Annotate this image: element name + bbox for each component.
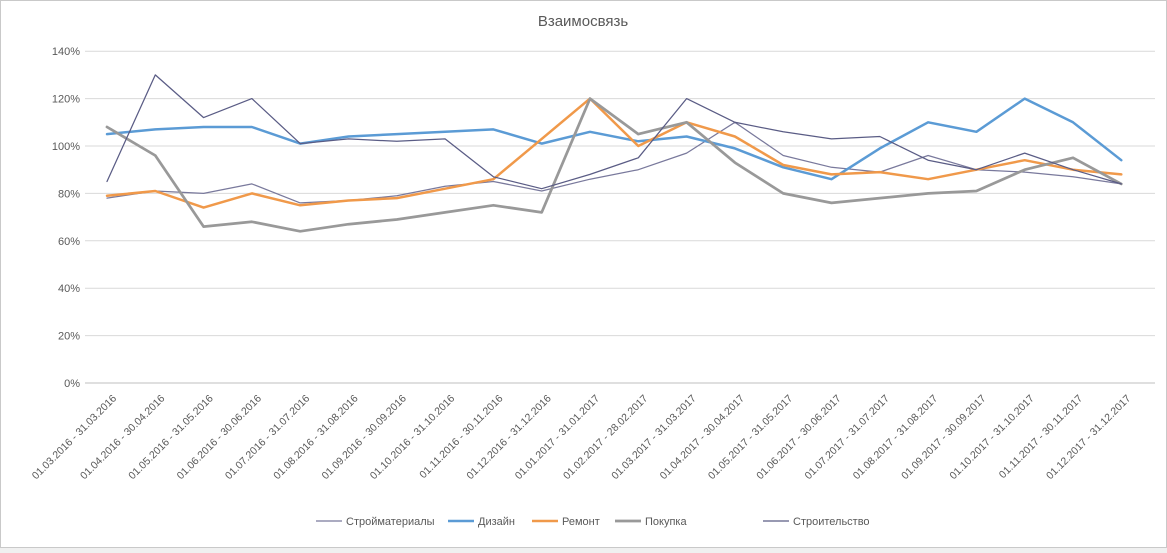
legend-item-Покупка[interactable]: Покупка [615, 516, 687, 528]
legend-item-Строительство[interactable]: Строительство [763, 516, 870, 528]
y-tick-label: 40% [58, 283, 80, 295]
y-tick-label: 100% [52, 141, 80, 153]
legend-item-Стройматериалы[interactable]: Стройматериалы [316, 516, 435, 528]
chart-title: Взаимосвязь [538, 13, 629, 30]
legend-item-Ремонт[interactable]: Ремонт [532, 516, 600, 528]
legend-label: Строительство [793, 516, 870, 528]
legend-label: Покупка [645, 516, 687, 528]
series-line-Стройматериалы [106, 121, 1122, 204]
series-line-Покупка [105, 97, 1123, 233]
legend-label: Дизайн [478, 516, 515, 528]
series-line-Строительство [106, 74, 1122, 190]
y-tick-label: 20% [58, 331, 80, 343]
y-tick-label: 120% [52, 94, 80, 106]
y-tick-label: 60% [58, 236, 80, 248]
y-tick-label: 140% [52, 46, 80, 58]
y-tick-label: 0% [64, 378, 80, 390]
series-line-Дизайн [105, 97, 1123, 181]
legend-label: Стройматериалы [346, 516, 435, 528]
legend-label: Ремонт [562, 516, 600, 528]
y-tick-label: 80% [58, 188, 80, 200]
legend-item-Дизайн[interactable]: Дизайн [448, 516, 515, 528]
y-axis: 0% 20% 40% 60% 80% 100% 120% 140% [52, 46, 1155, 390]
legend: Стройматериалы Дизайн Ремонт Покупка Строите… [316, 516, 870, 528]
series-line-Ремонт [105, 97, 1123, 209]
